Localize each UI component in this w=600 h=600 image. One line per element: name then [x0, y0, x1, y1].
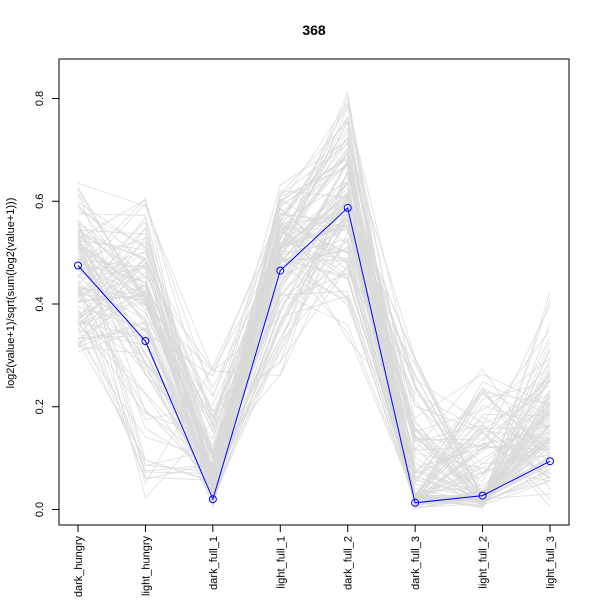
highlight-point [74, 261, 82, 270]
x-tick-label: dark_full_1 [208, 536, 220, 590]
highlight-point [208, 495, 217, 504]
background-series-line [77, 230, 551, 480]
background-series-line [77, 147, 551, 482]
y-tick-label: 0.4 [34, 296, 46, 311]
background-series-line [77, 196, 551, 472]
chart-title: 368 [302, 22, 326, 38]
background-series-line [77, 139, 551, 493]
highlight-point [546, 457, 554, 466]
highlight-series [74, 203, 554, 507]
background-series-line [77, 101, 551, 496]
y-tick-label: 0.2 [34, 399, 46, 414]
background-series-line [77, 146, 551, 482]
background-series-line [77, 150, 551, 501]
y-tick-label: 0.0 [34, 502, 46, 517]
y-axis: 0.0 0.2 0.4 0.6 0.8 [34, 91, 60, 517]
y-axis-label: log2(value+1)/sqrt(sum(log2(value+1))) [5, 198, 17, 389]
background-series-line [77, 218, 551, 507]
highlight-point [411, 498, 420, 507]
background-series-line [77, 143, 551, 485]
background-series-line [77, 207, 551, 505]
highlight-series-line [77, 206, 551, 504]
plot-frame [58, 58, 570, 526]
x-axis: dark_hungry light_hungry dark_full_1 light_… [73, 524, 557, 598]
background-series-line [77, 116, 551, 505]
x-tick-label: light_full_2 [478, 536, 490, 589]
background-series-line [77, 240, 551, 505]
y-tick-label: 0.8 [34, 91, 46, 106]
background-series-line [77, 181, 551, 501]
background-series-line [77, 197, 551, 501]
x-tick-label: dark_hungry [73, 536, 85, 598]
background-series-line [77, 217, 551, 500]
background-series-line [77, 105, 551, 499]
background-series-line [77, 233, 551, 489]
background-lines [77, 90, 551, 510]
y-tick-label: 0.6 [34, 194, 46, 209]
x-tick-label: dark_full_3 [410, 536, 422, 590]
highlight-point [478, 491, 487, 500]
x-tick-label: dark_full_2 [343, 536, 355, 590]
highlight-point [276, 266, 285, 275]
background-series-line [77, 213, 551, 508]
highlight-point [343, 203, 352, 212]
background-series-line [77, 227, 551, 500]
background-series-line [77, 119, 551, 503]
highlight-point [141, 337, 150, 345]
background-series-line [77, 245, 551, 507]
background-series-line [77, 170, 551, 510]
x-tick-label: light_full_1 [275, 536, 287, 589]
background-series-line [77, 167, 551, 505]
x-tick-label: light_hungry [140, 536, 152, 596]
background-series-line [77, 212, 551, 500]
x-tick-label: light_full_3 [545, 536, 557, 589]
background-series-line [77, 226, 551, 498]
background-series-line [77, 150, 551, 503]
